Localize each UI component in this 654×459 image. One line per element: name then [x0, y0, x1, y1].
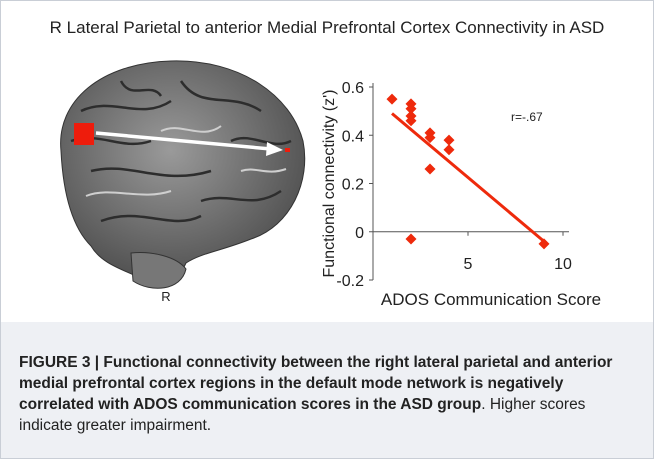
- y-tick-label: 0.6: [342, 80, 364, 97]
- y-tick-label: 0.4: [342, 128, 364, 145]
- figure-title: R Lateral Parietal to anterior Medial Pr…: [50, 18, 605, 37]
- brain-image: [61, 61, 305, 288]
- point: [406, 233, 417, 244]
- figure-graphic: R Lateral Parietal to anterior Medial Pr…: [1, 1, 653, 321]
- x-tick-label: 5: [464, 256, 473, 273]
- y-tick-label: 0.2: [342, 177, 364, 194]
- annotation: r=-.67: [511, 110, 543, 124]
- y-tick-label: 0: [355, 225, 364, 242]
- x-tick-label: 10: [554, 256, 572, 273]
- point: [444, 144, 455, 155]
- caption: FIGURE 3 | Functional connectivity betwe…: [19, 352, 639, 436]
- y-tick-label: -0.2: [336, 273, 364, 290]
- point: [444, 135, 455, 146]
- y-axis-label: Functional connectivity (z'): [321, 89, 338, 277]
- hemisphere-label: R: [161, 289, 170, 304]
- x-axis-label: ADOS Communication Score: [381, 290, 601, 309]
- point: [387, 94, 398, 105]
- trend-line: [392, 114, 544, 242]
- caption-panel: FIGURE 3 | Functional connectivity betwe…: [1, 322, 653, 458]
- point: [425, 164, 436, 175]
